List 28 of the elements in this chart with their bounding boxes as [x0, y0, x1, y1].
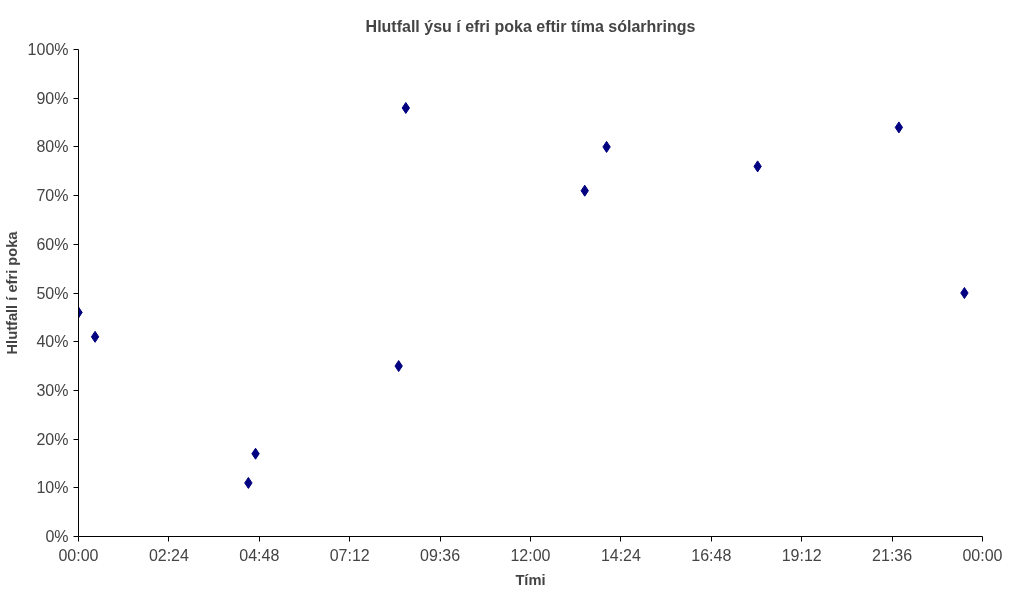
- x-tick-label: 04:48: [239, 546, 280, 564]
- y-tick-label: 20%: [36, 430, 69, 448]
- x-axis-title: Tími: [515, 571, 546, 588]
- x-tick-label: 19:12: [781, 546, 822, 564]
- x-tick-label: 00:00: [58, 546, 99, 564]
- x-tick-label: 02:24: [148, 546, 190, 564]
- y-tick-label: 60%: [36, 235, 69, 253]
- y-tick-label: 70%: [36, 187, 69, 205]
- x-tick-label: 21:36: [872, 546, 913, 564]
- y-tick-label: 100%: [27, 41, 69, 58]
- point: [960, 287, 969, 299]
- x-tick-label: 00:00: [962, 546, 1003, 564]
- x-tick-label: 07:12: [329, 546, 370, 564]
- x-tick-label: 16:48: [691, 546, 732, 564]
- y-tick-label: 50%: [36, 284, 69, 302]
- x-tick-label: 12:00: [510, 546, 551, 564]
- chart-title: Hlutfall ýsu í efri poka eftir tíma sólarhrings: [365, 17, 696, 35]
- y-tick-label: 80%: [36, 138, 69, 156]
- x-tick-label: 14:24: [600, 546, 642, 564]
- y-tick-label: 10%: [36, 479, 69, 497]
- y-tick-label: 0%: [45, 528, 69, 545]
- x-tick-label: 09:36: [420, 546, 461, 564]
- y-tick-label: 90%: [36, 89, 69, 107]
- y-tick-label: 30%: [36, 381, 69, 399]
- y-axis-title: Hlutfall í efri poka: [3, 230, 20, 355]
- y-tick-label: 40%: [36, 333, 69, 351]
- point: [894, 121, 904, 134]
- point: [90, 330, 100, 343]
